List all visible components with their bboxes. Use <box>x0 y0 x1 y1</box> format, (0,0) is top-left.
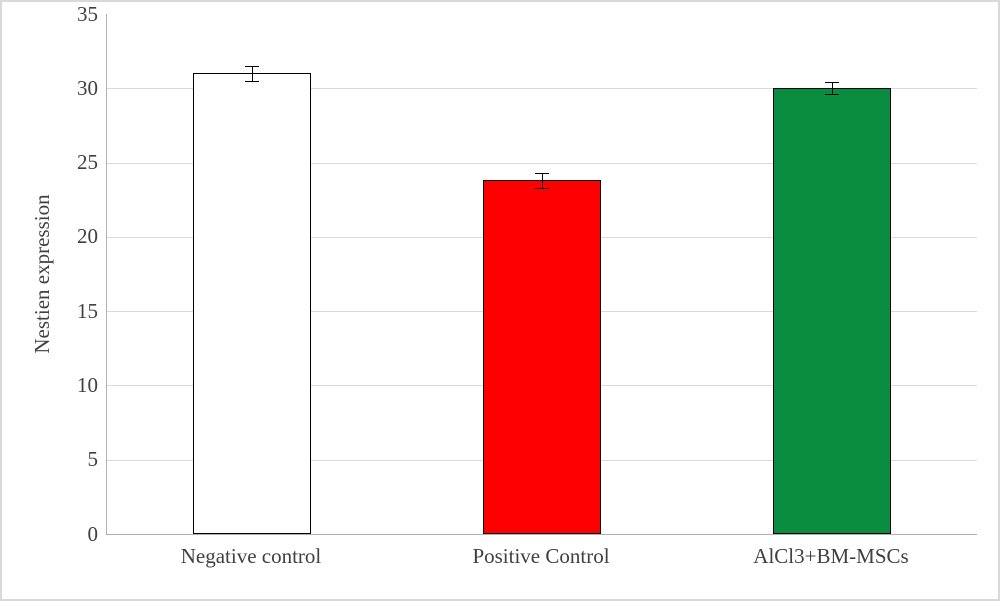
category-label: Positive Control <box>396 544 686 569</box>
category-label: Negative control <box>106 544 396 569</box>
y-tick-label: 25 <box>58 150 98 175</box>
bar <box>193 73 312 534</box>
error-cap <box>245 81 259 82</box>
y-tick-label: 5 <box>58 447 98 472</box>
error-cap <box>245 66 259 67</box>
error-bar <box>832 82 833 94</box>
y-axis-title: Nestien expression <box>30 14 55 534</box>
y-tick-label: 35 <box>58 2 98 27</box>
y-tick-label: 30 <box>58 76 98 101</box>
bar <box>773 88 892 534</box>
bar <box>483 180 602 534</box>
error-bar <box>252 66 253 81</box>
error-cap <box>535 173 549 174</box>
error-bar <box>542 173 543 188</box>
error-cap <box>825 82 839 83</box>
error-cap <box>535 188 549 189</box>
y-tick-label: 20 <box>58 224 98 249</box>
y-tick-label: 10 <box>58 373 98 398</box>
plot-area <box>106 14 977 535</box>
category-label: AlCl3+BM-MSCs <box>686 544 976 569</box>
error-cap <box>825 94 839 95</box>
y-tick-label: 15 <box>58 299 98 324</box>
y-tick-label: 0 <box>58 522 98 547</box>
